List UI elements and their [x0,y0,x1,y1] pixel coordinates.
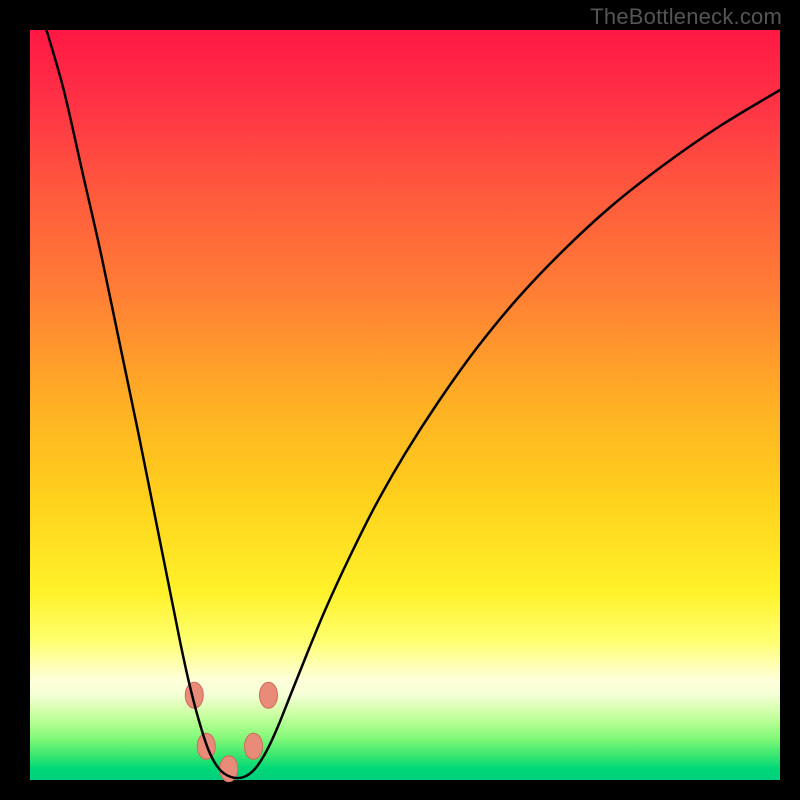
outer-black-frame [0,0,800,800]
trough-marker [260,682,278,708]
gradient-background [30,30,780,780]
chart-svg [30,30,780,780]
trough-marker [245,733,263,759]
plot-area [30,30,780,780]
watermark-text: TheBottleneck.com [590,4,782,30]
